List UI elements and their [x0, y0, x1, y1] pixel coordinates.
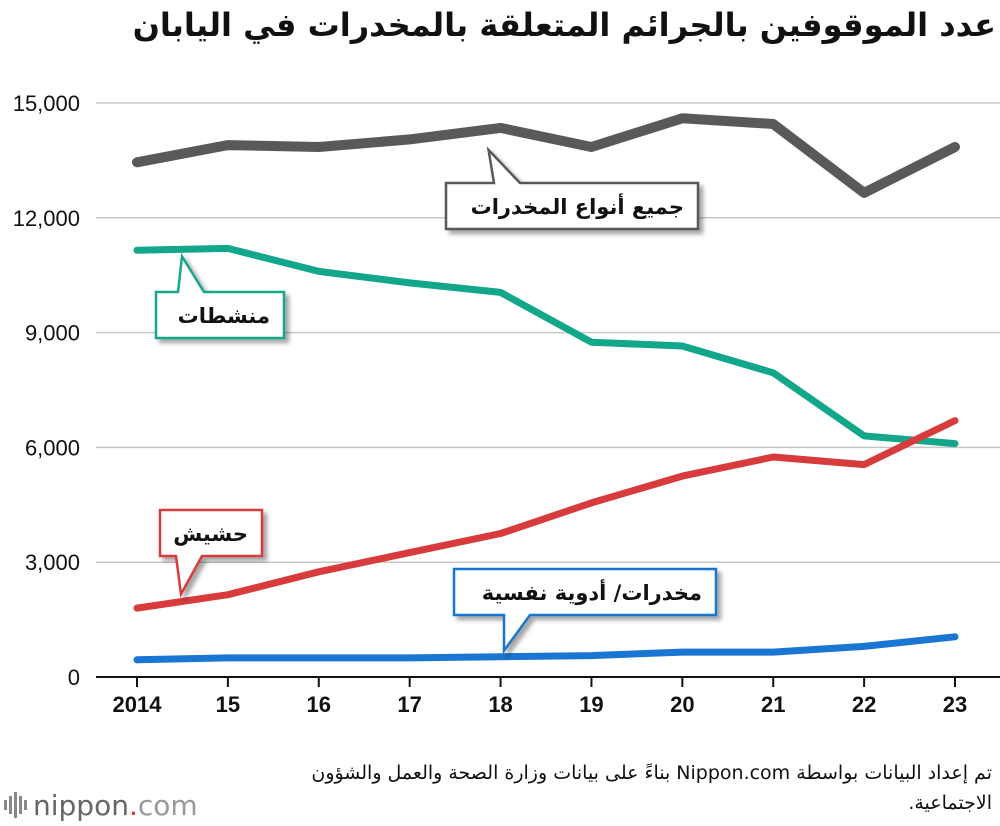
data-point: [680, 650, 685, 655]
data-point: [135, 160, 139, 165]
data-point: [407, 550, 412, 555]
x-tick-label: 19: [579, 692, 603, 717]
data-point: [953, 634, 957, 639]
x-tick-label: 16: [307, 692, 331, 717]
series-line: [133, 244, 959, 448]
y-tick-label: 6,000: [25, 435, 80, 460]
data-point: [862, 433, 867, 438]
data-point: [771, 650, 776, 655]
y-tick-label: 9,000: [25, 321, 80, 346]
data-point: [407, 655, 412, 660]
x-tick-label: 18: [488, 692, 512, 717]
y-tick-label: 15,000: [13, 91, 80, 116]
data-point: [953, 418, 957, 423]
data-point: [680, 116, 685, 121]
series-line: [133, 633, 959, 664]
data-point: [589, 653, 594, 658]
callout-box: [154, 252, 286, 340]
axes: 0 3,000 6,000 9,000 12,000 15,000 2014 15 16 17 18…: [13, 91, 1000, 717]
data-point: [589, 340, 594, 345]
data-point: [407, 280, 412, 285]
data-point: [225, 655, 230, 660]
data-point: [225, 246, 230, 251]
data-point: [862, 462, 867, 467]
series-callout: جميع أنواع المخدرات: [444, 146, 700, 231]
x-tick-label: 23: [943, 692, 967, 717]
y-tick-label: 12,000: [13, 206, 80, 231]
data-point: [316, 269, 321, 274]
data-point: [771, 370, 776, 375]
x-tick-label: 17: [397, 692, 421, 717]
callout-box: [158, 508, 264, 599]
data-point: [498, 531, 503, 536]
line-chart: 0 3,000 6,000 9,000 12,000 15,000 2014 15 16 17 18…: [13, 91, 1000, 717]
x-tick-label: 20: [670, 692, 694, 717]
data-point: [680, 343, 685, 348]
data-point: [498, 125, 503, 130]
series-label: مخدرات/ أدوية نفسية: [482, 578, 702, 605]
series-callout: مخدرات/ أدوية نفسية: [452, 567, 718, 655]
data-point: [771, 122, 776, 127]
series-label: حشيش: [173, 522, 248, 546]
y-tick-label: 0: [68, 665, 80, 690]
series-callout: منشطات: [154, 252, 286, 340]
x-tick-label: 2014: [113, 692, 163, 717]
callout-box: [452, 567, 718, 655]
data-point: [316, 145, 321, 150]
data-point: [225, 143, 230, 148]
data-point: [135, 657, 139, 662]
x-tick-label: 21: [761, 692, 785, 717]
data-point: [498, 290, 503, 295]
data-point: [862, 190, 867, 195]
y-tick-label: 3,000: [25, 550, 80, 575]
x-tick-label: 22: [852, 692, 876, 717]
data-point: [225, 592, 230, 597]
data-point: [953, 145, 957, 150]
series-label: جميع أنواع المخدرات: [471, 192, 684, 219]
data-point: [316, 569, 321, 574]
data-point: [589, 500, 594, 505]
data-point: [407, 137, 412, 142]
source-note: تم إعداد البيانات بواسطة Nippon.com بناء…: [311, 762, 992, 814]
data-point: [135, 606, 139, 611]
data-point: [589, 145, 594, 150]
logo-bars-icon: [4, 792, 27, 818]
series-label: منشطات: [178, 304, 270, 328]
data-point: [680, 474, 685, 479]
data-point: [953, 441, 957, 446]
callout-box: [444, 146, 700, 231]
data-point: [771, 454, 776, 459]
chart-title: عدد الموقوفين بالجرائم المتعلقة بالمخدرا…: [132, 6, 996, 44]
logo-wordmark: nippon.com: [33, 788, 198, 822]
series-callout: حشيش: [158, 508, 264, 599]
data-point: [135, 248, 139, 253]
data-point: [862, 644, 867, 649]
nippon-logo: nippon.com: [4, 784, 198, 826]
data-point: [498, 654, 503, 659]
series-line: [132, 113, 960, 198]
series: [132, 113, 960, 664]
data-point: [316, 655, 321, 660]
x-tick-label: 15: [216, 692, 240, 717]
series-callouts: جميع أنواع المخدرات منشطات حشيش مخدرات/ أدو…: [154, 146, 718, 655]
series-line: [133, 417, 959, 612]
